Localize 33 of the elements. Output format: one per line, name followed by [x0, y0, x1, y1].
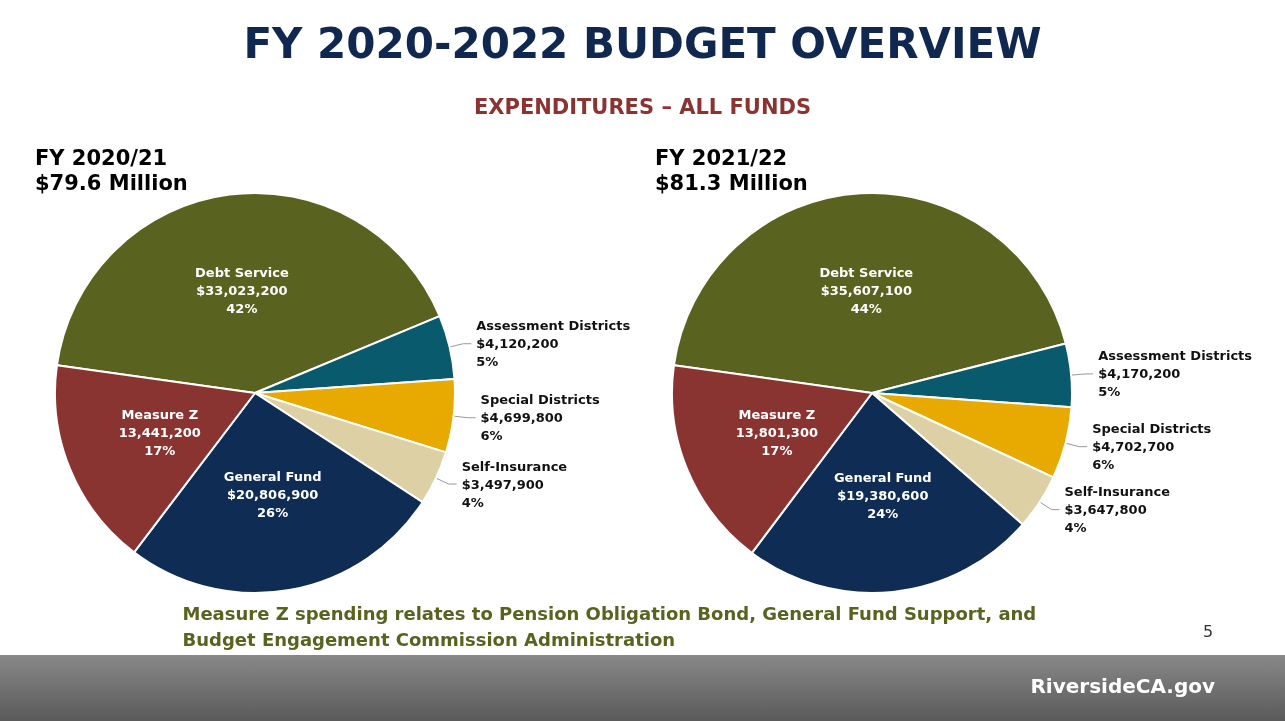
- slice-label: General Fund: [223, 468, 322, 484]
- text: Measure Z spending relates to Pension Obligation Bond, General Fund Support, and Budget Engagement Commission Administration: [182, 602, 1043, 650]
- slice-label: Special Districts: [1092, 421, 1212, 437]
- chart-subtitle: $81.3 Million: [655, 170, 808, 195]
- data-label: $33,023,200 42%: [196, 283, 288, 317]
- slice-label: Self-Insurance: [461, 458, 568, 474]
- data-label: $19,380,600 24%: [837, 487, 929, 521]
- slice-label: Assessment Districts: [476, 318, 631, 334]
- slice-label: Assessment Districts: [1098, 348, 1253, 364]
- chart-title: FY 2020/21: [35, 145, 168, 170]
- data-label: $35,607,100 44%: [820, 282, 912, 316]
- data-label: $3,647,800 4%: [1064, 502, 1147, 536]
- text: EXPENDITURES – ALL FUNDS: [473, 94, 812, 119]
- data-label: $4,120,200 5%: [476, 336, 559, 370]
- slice-label: Measure Z: [121, 406, 199, 422]
- data-label: $20,806,900 26%: [226, 486, 319, 520]
- data-label: 13,801,300 17%: [735, 425, 818, 458]
- text: RiversideCA.gov: [1030, 674, 1216, 698]
- data-label: $3,497,900 4%: [461, 476, 544, 510]
- slice-label: Debt Service: [819, 264, 914, 280]
- chart-subtitle: $79.6 Million: [35, 170, 188, 195]
- chart-title: FY 2021/22: [655, 145, 788, 170]
- slice-label: General Fund: [833, 469, 932, 485]
- text: 5: [1203, 621, 1214, 641]
- data-label: 13,441,200 17%: [118, 424, 201, 458]
- slice-label: Measure Z: [738, 407, 816, 422]
- data-label: $4,699,800 6%: [480, 410, 563, 444]
- data-label: $4,170,200 5%: [1098, 366, 1181, 400]
- slice-label: Self-Insurance: [1064, 484, 1171, 500]
- slice-label: Debt Service: [195, 265, 289, 281]
- slice-label: Special Districts: [480, 392, 600, 408]
- data-label: $4,702,700 6%: [1092, 439, 1175, 473]
- text: FY 2020-2022 BUDGET OVERVIEW: [243, 18, 1042, 68]
